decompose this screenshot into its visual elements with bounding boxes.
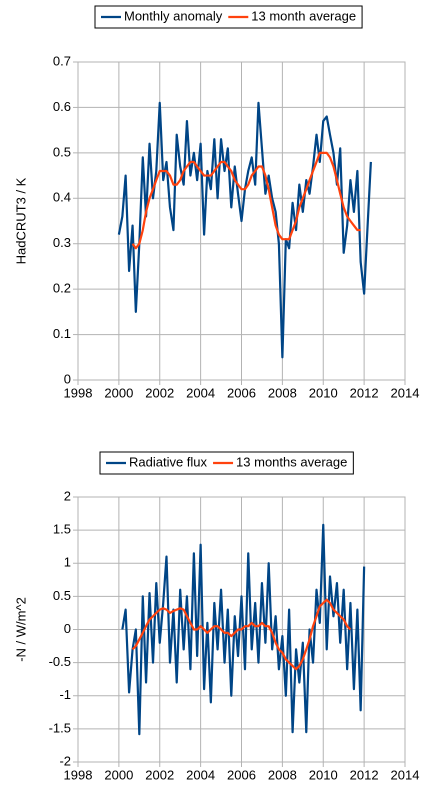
plot-frame <box>77 496 406 763</box>
x-tick-label: 2002 <box>145 385 174 400</box>
y-tick-label: 0.3 <box>53 235 71 250</box>
x-tick-label: 1998 <box>64 385 93 400</box>
x-tick-label: 2010 <box>309 767 338 782</box>
y-tick-label: 0.4 <box>53 190 71 205</box>
x-tick-label: 2014 <box>391 767 420 782</box>
legend-label: Monthly anomaly <box>124 8 223 23</box>
x-tick-label: 2000 <box>104 385 133 400</box>
y-tick-label: -1 <box>59 687 71 702</box>
y-tick-label: 0 <box>64 371 71 386</box>
y-tick-label: 0.1 <box>53 326 71 341</box>
x-tick-label: 2012 <box>350 385 379 400</box>
x-tick-label: 2008 <box>268 767 297 782</box>
y-tick-label: 1.5 <box>53 522 71 537</box>
y-tick-label: 2 <box>64 488 71 503</box>
y-axis-label: -N / W/m^2 <box>13 597 28 662</box>
x-tick-label: 2006 <box>227 385 256 400</box>
legend: Monthly anomaly 13 month average <box>94 5 363 29</box>
x-tick-label: 2012 <box>350 767 379 782</box>
x-tick-label: 2000 <box>104 767 133 782</box>
y-tick-label: 0.5 <box>53 588 71 603</box>
y-tick-label: 0.6 <box>53 99 71 114</box>
x-tick-label: 2004 <box>186 767 215 782</box>
x-tick-label: 2014 <box>391 385 420 400</box>
y-tick-label: -2 <box>59 753 71 768</box>
legend-label: 13 months average <box>236 454 347 469</box>
series-line <box>117 101 372 359</box>
series-line <box>131 151 361 250</box>
y-tick-label: -1.5 <box>49 720 71 735</box>
legend-label: 13 month average <box>251 8 356 23</box>
y-tick-label: 0 <box>64 621 71 636</box>
y-axis-label: HadCRUT3 / K <box>13 177 28 264</box>
legend: Radiative flux 13 months average <box>99 451 354 475</box>
plot-frame <box>77 61 406 381</box>
y-tick-label: 0.7 <box>53 53 71 68</box>
x-tick-label: 2006 <box>227 767 256 782</box>
x-tick-label: 1998 <box>64 767 93 782</box>
x-tick-label: 2004 <box>186 385 215 400</box>
y-tick-label: -0.5 <box>49 654 71 669</box>
x-tick-label: 2002 <box>145 767 174 782</box>
legend-label: Radiative flux <box>129 454 208 469</box>
x-tick-label: 2008 <box>268 385 297 400</box>
series-line <box>121 523 366 736</box>
y-tick-label: 0.2 <box>53 281 71 296</box>
y-tick-label: 1 <box>64 555 71 570</box>
series-line <box>131 598 352 671</box>
y-tick-label: 0.5 <box>53 144 71 159</box>
x-tick-label: 2010 <box>309 385 338 400</box>
